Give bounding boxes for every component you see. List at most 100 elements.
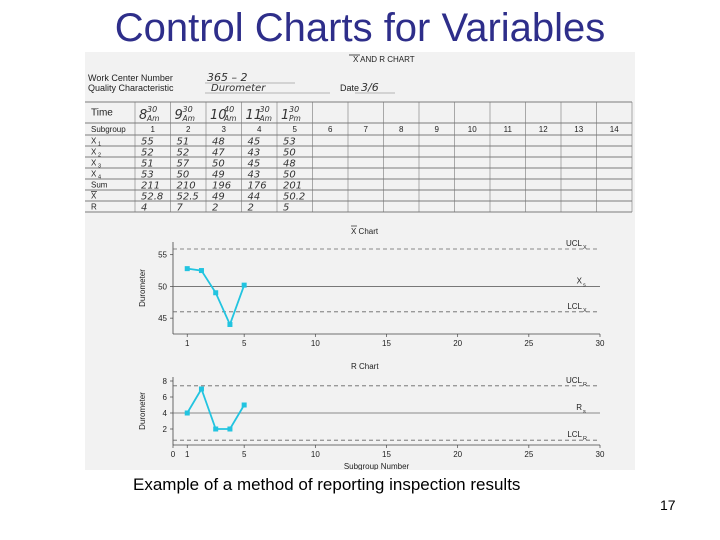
- time-ampm: Am: [259, 114, 272, 123]
- time-ampm: Am: [146, 114, 159, 123]
- cell-value-x4: 49: [212, 170, 225, 181]
- cell-value-x1: 45: [248, 137, 261, 148]
- cell-value-x3: 57: [177, 159, 190, 170]
- subgroup-number: 12: [539, 125, 548, 134]
- data-point: [227, 426, 233, 432]
- cell-value-x3: 50: [212, 159, 225, 170]
- row-label-subscript: 2: [98, 153, 101, 159]
- subgroup-number: 6: [328, 125, 333, 134]
- cell-value-sum: 211: [141, 181, 160, 192]
- cell-value-sum: 210: [177, 181, 196, 192]
- time-minutes: 40: [224, 105, 234, 114]
- y-axis-label: Durometer: [138, 269, 147, 307]
- data-point: [213, 426, 219, 432]
- form-header-title: X AND R CHART: [353, 55, 415, 64]
- y-tick-label: 50: [158, 282, 167, 291]
- time-hour: 9: [175, 108, 183, 123]
- cell-value-sum: 196: [212, 181, 231, 192]
- chart-title: X Chart: [351, 227, 379, 236]
- x-tick-label: 25: [524, 339, 533, 348]
- x-tick-label: 20: [453, 339, 462, 348]
- cell-value-xbar: 44: [248, 192, 261, 203]
- subgroup-number: 5: [293, 125, 298, 134]
- row-label-subscript: 3: [98, 164, 101, 170]
- time-hour: 1: [281, 108, 289, 123]
- row-label: X: [91, 148, 97, 157]
- quality-value: Durometer: [211, 83, 266, 94]
- data-point: [227, 321, 233, 327]
- x-axis-label: Subgroup Number: [344, 462, 410, 470]
- cell-value-r: 7: [177, 203, 184, 214]
- subgroup-number: 9: [435, 125, 440, 134]
- series-line: [187, 267, 246, 327]
- subgroup-number: 11: [504, 125, 513, 134]
- x-tick-label: 0: [171, 450, 176, 459]
- cell-value-x3: 51: [141, 159, 154, 170]
- row-label: X: [91, 137, 97, 146]
- time-minutes: 30: [289, 105, 299, 114]
- x-tick-label: 1: [185, 339, 190, 348]
- row-label: X: [91, 159, 97, 168]
- cell-value-xbar: 52.8: [141, 192, 163, 203]
- cell-value-r: 5: [283, 203, 289, 214]
- time-ampm: Pm: [289, 114, 301, 123]
- x-tick-label: 30: [596, 450, 605, 459]
- work-center-label: Work Center Number: [88, 73, 173, 83]
- y-tick-label: 8: [163, 377, 168, 386]
- date-value: 3/6: [361, 81, 379, 94]
- xr-chart-figure: X AND R CHART Work Center Number 365 – 2…: [85, 52, 635, 471]
- control-line-label: LCL: [567, 430, 582, 439]
- y-tick-label: 2: [163, 425, 168, 434]
- time-minutes: 30: [260, 105, 270, 114]
- cell-value-r: 4: [141, 203, 147, 214]
- row-label: R: [91, 203, 97, 212]
- cell-value-x2: 43: [248, 148, 261, 159]
- data-point: [184, 410, 190, 416]
- row-label: X: [91, 192, 97, 201]
- data-point: [198, 386, 204, 392]
- control-line-subscript: X: [583, 308, 587, 314]
- figure-caption: Example of a method of reporting inspect…: [133, 475, 521, 494]
- series-line: [186, 386, 245, 430]
- x-tick-label: 5: [242, 339, 247, 348]
- cell-value-x1: 51: [177, 137, 190, 148]
- row-label: Time: [91, 108, 113, 119]
- subgroup-number: 1: [151, 125, 156, 134]
- control-line-subscript: R: [583, 436, 587, 442]
- cell-value-x2: 47: [212, 148, 225, 159]
- cell-value-xbar: 50.2: [283, 192, 305, 203]
- control-line-label: LCL: [567, 302, 582, 311]
- y-tick-label: 55: [158, 251, 167, 260]
- time-minutes: 30: [183, 105, 193, 114]
- cell-value-x1: 48: [212, 137, 225, 148]
- time-ampm: Am: [182, 114, 195, 123]
- x-tick-label: 20: [453, 450, 462, 459]
- y-tick-label: 4: [163, 409, 168, 418]
- control-line-label: UCL: [566, 239, 583, 248]
- cell-value-x4: 50: [283, 170, 296, 181]
- cell-value-x4: 53: [141, 170, 154, 181]
- cell-value-xbar: 49: [212, 192, 225, 203]
- subgroup-number: 2: [186, 125, 191, 134]
- x-tick-label: 25: [524, 450, 533, 459]
- control-line-label: UCL: [566, 376, 583, 385]
- cell-value-x4: 50: [177, 170, 190, 181]
- subgroup-number: 3: [222, 125, 227, 134]
- control-line-subscript: X: [583, 245, 587, 251]
- date-label: Date: [340, 83, 359, 93]
- subgroup-number: 13: [574, 125, 583, 134]
- page-number: 17: [660, 497, 676, 513]
- cell-value-x2: 52: [141, 148, 154, 159]
- work-center-value: 365 – 2: [207, 71, 248, 84]
- x-tick-label: 30: [596, 339, 605, 348]
- cell-value-r: 2: [248, 203, 254, 214]
- subgroup-number: 14: [610, 125, 619, 134]
- cell-value-x1: 53: [283, 137, 296, 148]
- xr-chart-svg: X AND R CHART Work Center Number 365 – 2…: [85, 54, 633, 471]
- cell-value-x3: 48: [283, 159, 296, 170]
- y-tick-label: 6: [163, 393, 168, 402]
- cell-value-r: 2: [212, 203, 218, 214]
- time-ampm: Am: [223, 114, 236, 123]
